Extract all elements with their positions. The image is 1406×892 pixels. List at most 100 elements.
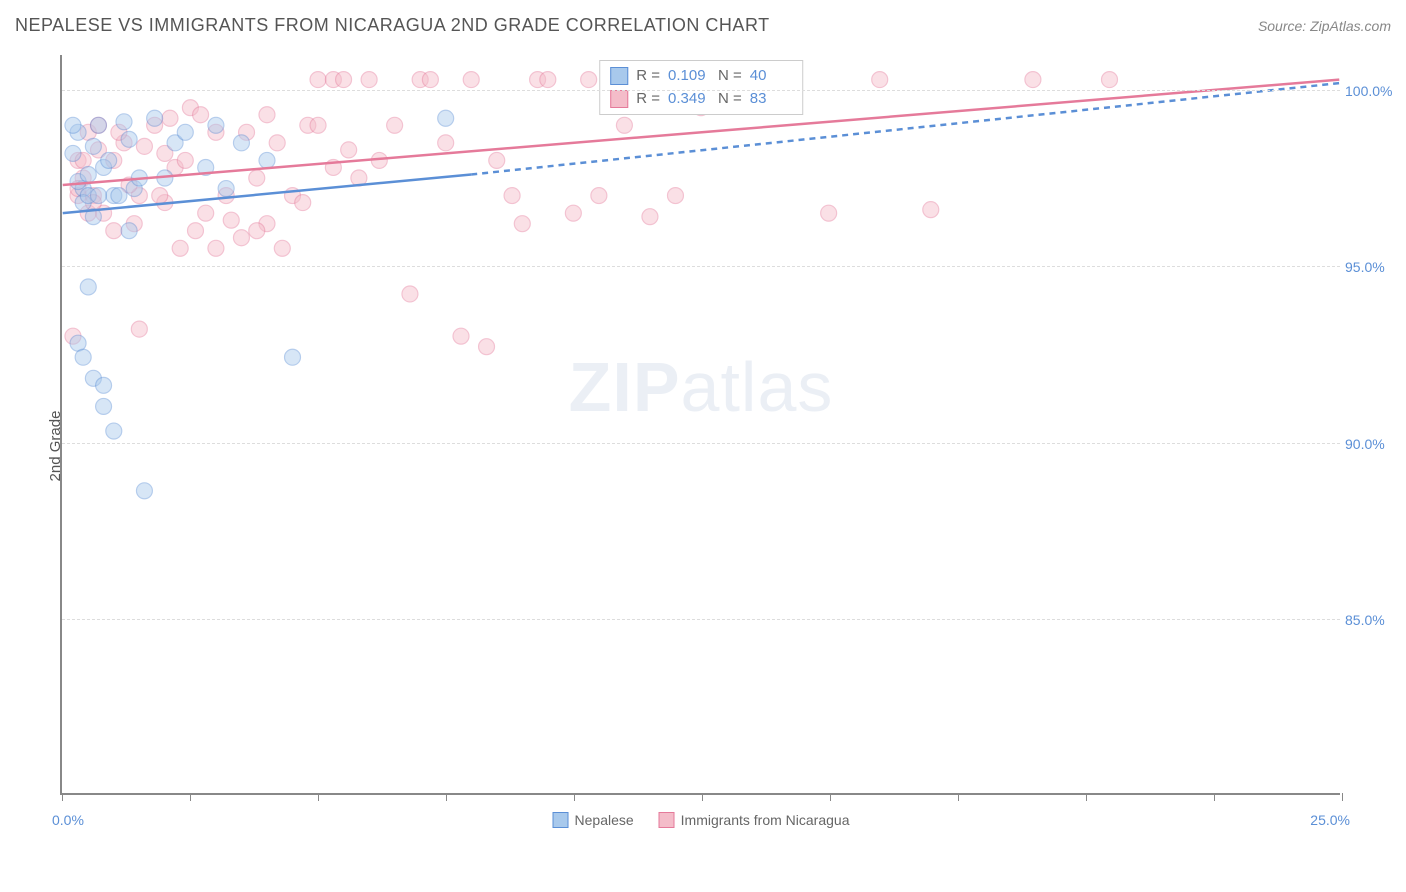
r-label: R = (636, 65, 660, 88)
data-point (106, 223, 122, 239)
scatter-svg (62, 55, 1340, 793)
data-point (208, 117, 224, 133)
x-tick (1086, 793, 1087, 801)
data-point (80, 167, 96, 183)
data-point (274, 240, 290, 256)
data-point (923, 202, 939, 218)
legend-label-a: Nepalese (575, 812, 634, 828)
data-point (249, 170, 265, 186)
data-point (821, 205, 837, 221)
data-point (198, 205, 214, 221)
data-point (285, 349, 301, 365)
data-point (101, 152, 117, 168)
data-point (591, 188, 607, 204)
x-tick (702, 793, 703, 801)
chart-plot-area: ZIPatlas R = 0.109 N = 40 R = 0.349 N = … (60, 55, 1340, 795)
data-point (90, 117, 106, 133)
data-point (667, 188, 683, 204)
stats-row-a: R = 0.109 N = 40 (610, 65, 792, 88)
x-tick (574, 793, 575, 801)
data-point (540, 72, 556, 88)
source-label: Source: ZipAtlas.com (1258, 18, 1391, 34)
y-tick-label: 95.0% (1345, 259, 1400, 275)
data-point (438, 135, 454, 151)
data-point (233, 230, 249, 246)
legend-swatch-a (553, 812, 569, 828)
y-tick-label: 85.0% (1345, 612, 1400, 628)
x-tick (62, 793, 63, 801)
data-point (121, 223, 137, 239)
data-point (269, 135, 285, 151)
data-point (172, 240, 188, 256)
data-point (218, 181, 234, 197)
x-tick (318, 793, 319, 801)
data-point (233, 135, 249, 151)
data-point (295, 195, 311, 211)
data-point (96, 377, 112, 393)
data-point (463, 72, 479, 88)
data-point (162, 110, 178, 126)
y-tick-label: 90.0% (1345, 436, 1400, 452)
data-point (336, 72, 352, 88)
data-point (177, 152, 193, 168)
n-label: N = (718, 65, 742, 88)
data-point (310, 72, 326, 88)
data-point (259, 107, 275, 123)
legend-item-b: Immigrants from Nicaragua (659, 812, 850, 828)
data-point (90, 188, 106, 204)
data-point (422, 72, 438, 88)
data-point (341, 142, 357, 158)
series-b-swatch (610, 90, 628, 108)
data-point (131, 321, 147, 337)
x-tick (190, 793, 191, 801)
gridline: 90.0% (62, 443, 1340, 444)
data-point (402, 286, 418, 302)
data-point (177, 124, 193, 140)
series-a-n: 40 (750, 65, 792, 88)
data-point (147, 110, 163, 126)
data-point (489, 152, 505, 168)
data-point (121, 131, 137, 147)
data-point (514, 216, 530, 232)
data-point (259, 152, 275, 168)
y-tick-label: 100.0% (1345, 83, 1400, 99)
x-tick (830, 793, 831, 801)
data-point (504, 188, 520, 204)
x-axis-max-label: 25.0% (1310, 812, 1350, 828)
data-point (1102, 72, 1118, 88)
data-point (106, 423, 122, 439)
legend-item-a: Nepalese (553, 812, 634, 828)
data-point (111, 188, 127, 204)
chart-header: NEPALESE VS IMMIGRANTS FROM NICARAGUA 2N… (15, 15, 1391, 36)
stats-legend-box: R = 0.109 N = 40 R = 0.349 N = 83 (599, 60, 803, 115)
data-point (479, 339, 495, 355)
data-point (438, 110, 454, 126)
data-point (223, 212, 239, 228)
data-point (193, 107, 209, 123)
x-axis-min-label: 0.0% (52, 812, 84, 828)
gridline: 85.0% (62, 619, 1340, 620)
data-point (208, 240, 224, 256)
data-point (152, 188, 168, 204)
legend-swatch-b (659, 812, 675, 828)
gridline: 100.0% (62, 90, 1340, 91)
x-tick (446, 793, 447, 801)
data-point (616, 117, 632, 133)
data-point (642, 209, 658, 225)
x-tick (1342, 793, 1343, 801)
data-point (310, 117, 326, 133)
data-point (96, 398, 112, 414)
bottom-legend: Nepalese Immigrants from Nicaragua (553, 812, 850, 828)
chart-title: NEPALESE VS IMMIGRANTS FROM NICARAGUA 2N… (15, 15, 770, 36)
data-point (188, 223, 204, 239)
x-tick (958, 793, 959, 801)
data-point (80, 279, 96, 295)
series-a-swatch (610, 67, 628, 85)
x-tick (1214, 793, 1215, 801)
data-point (249, 223, 265, 239)
data-point (85, 138, 101, 154)
data-point (565, 205, 581, 221)
data-point (116, 114, 132, 130)
data-point (872, 72, 888, 88)
data-point (453, 328, 469, 344)
